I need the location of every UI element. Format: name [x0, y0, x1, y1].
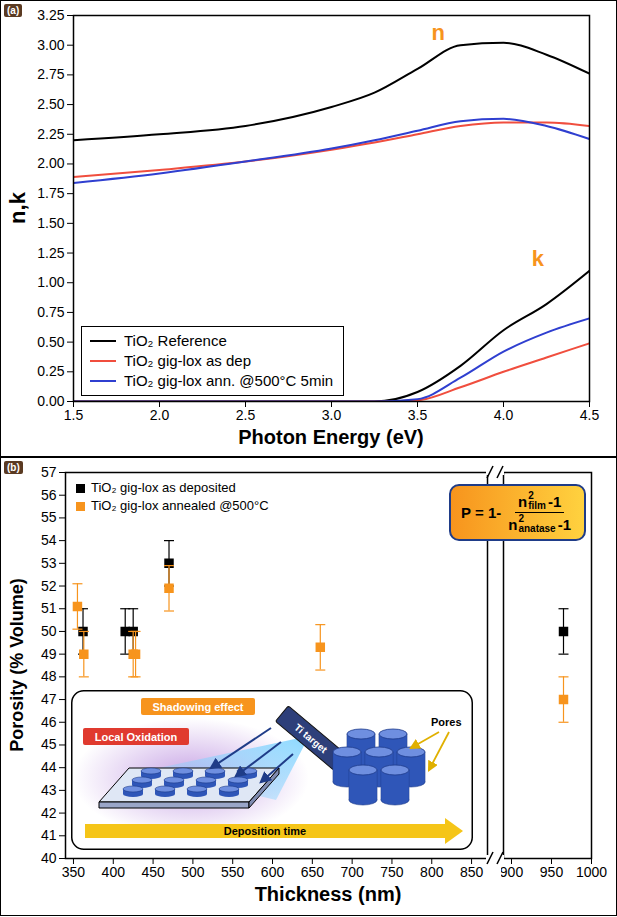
svg-text:650: 650 — [301, 864, 325, 880]
html-text:Porosity (% Volume): Porosity (% Volume) — [6, 578, 27, 752]
svg-text:55: 55 — [41, 509, 57, 525]
svg-text:550: 550 — [221, 864, 245, 880]
svg-text:41: 41 — [41, 827, 57, 843]
svg-text:500: 500 — [181, 864, 205, 880]
svg-text:45: 45 — [41, 736, 57, 752]
html-text:TiO₂ gig-lox as deposited: TiO₂ gig-lox as deposited — [91, 480, 236, 495]
svg-text:1000: 1000 — [576, 864, 607, 880]
svg-text:0.50: 0.50 — [37, 334, 64, 350]
svg-text:Deposition time: Deposition time — [224, 825, 307, 837]
svg-text:900: 900 — [501, 864, 523, 880]
svg-text:48: 48 — [41, 668, 57, 684]
svg-text:4.0: 4.0 — [494, 407, 514, 423]
html-text:P = 1-: P = 1- — [461, 504, 502, 521]
svg-text:3.00: 3.00 — [37, 37, 64, 53]
svg-text:0.25: 0.25 — [37, 363, 64, 379]
svg-text:850: 850 — [460, 864, 484, 880]
svg-text:2.00: 2.00 — [37, 155, 64, 171]
svg-text:3.5: 3.5 — [408, 407, 428, 423]
svg-text:Shadowing effect: Shadowing effect — [152, 701, 243, 713]
svg-text:600: 600 — [261, 864, 285, 880]
svg-text:350: 350 — [62, 864, 86, 880]
html-text:TiO₂ gig-lox annealed @500°C: TiO₂ gig-lox annealed @500°C — [91, 498, 269, 513]
svg-text:52: 52 — [41, 578, 57, 594]
svg-text:1.50: 1.50 — [37, 215, 64, 231]
html-text:(b): (b) — [7, 462, 20, 473]
svg-text:3.25: 3.25 — [37, 7, 64, 23]
svg-text:1.75: 1.75 — [37, 185, 64, 201]
html-text:n,k: n,k — [5, 192, 30, 224]
svg-text:k: k — [532, 246, 545, 271]
svg-text:4.5: 4.5 — [580, 407, 600, 423]
svg-text:44: 44 — [41, 759, 57, 775]
svg-text:2.0: 2.0 — [150, 407, 170, 423]
svg-text:1.25: 1.25 — [37, 245, 64, 261]
svg-text:950: 950 — [540, 864, 564, 880]
svg-text:53: 53 — [41, 555, 57, 571]
html-text:(a): (a) — [7, 5, 20, 16]
svg-text:800: 800 — [420, 864, 444, 880]
svg-text:750: 750 — [380, 864, 404, 880]
html-text:n2: n2 — [518, 490, 534, 510]
svg-text:56: 56 — [41, 487, 57, 503]
html-text:film-1: film-1 — [528, 492, 562, 511]
svg-text:2.75: 2.75 — [37, 66, 64, 82]
svg-text:Ti target: Ti target — [292, 722, 330, 756]
svg-text:3.0: 3.0 — [322, 407, 342, 423]
html-text:n2: n2 — [508, 513, 524, 533]
svg-text:400: 400 — [102, 864, 126, 880]
svg-text:46: 46 — [41, 714, 57, 730]
html-text:TiO₂ gig-lox as dep: TiO₂ gig-lox as dep — [124, 352, 251, 369]
svg-text:50: 50 — [41, 623, 57, 639]
svg-text:n: n — [431, 20, 444, 45]
svg-text:47: 47 — [41, 691, 57, 707]
html-text:TiO₂ gig-lox ann. @500°C 5min: TiO₂ gig-lox ann. @500°C 5min — [124, 372, 334, 389]
svg-text:57: 57 — [41, 464, 57, 480]
svg-text:2.5: 2.5 — [236, 407, 256, 423]
svg-text:43: 43 — [41, 782, 57, 798]
html-text:Thickness (nm): Thickness (nm) — [254, 883, 402, 905]
svg-text:0.75: 0.75 — [37, 304, 64, 320]
svg-text:2.25: 2.25 — [37, 126, 64, 142]
svg-text:1.00: 1.00 — [37, 274, 64, 290]
svg-text:54: 54 — [41, 532, 57, 548]
html-text:TiO₂ Reference: TiO₂ Reference — [124, 332, 227, 349]
svg-text:51: 51 — [41, 600, 57, 616]
svg-text:700: 700 — [340, 864, 364, 880]
svg-text:2.50: 2.50 — [37, 96, 64, 112]
svg-text:40: 40 — [41, 850, 57, 866]
svg-text:49: 49 — [41, 646, 57, 662]
svg-text:450: 450 — [141, 864, 165, 880]
svg-text:Local Oxidation: Local Oxidation — [95, 731, 178, 743]
html-text:anatase-1: anatase-1 — [518, 515, 571, 534]
svg-text:1.5: 1.5 — [64, 407, 84, 423]
svg-text:42: 42 — [41, 805, 57, 821]
svg-text:0.00: 0.00 — [37, 393, 64, 409]
svg-text:Pores: Pores — [431, 716, 462, 728]
html-text:Photon Energy (eV): Photon Energy (eV) — [238, 426, 424, 448]
